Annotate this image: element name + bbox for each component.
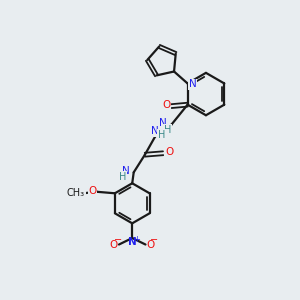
Text: N: N [151,126,159,136]
Text: −: − [114,235,122,244]
Text: H: H [158,130,165,140]
Text: O: O [146,239,154,250]
Text: N: N [128,237,136,247]
Text: H: H [119,172,126,182]
Text: N: N [159,118,167,128]
Text: H: H [164,125,171,135]
Text: N: N [189,79,196,89]
Text: N: N [122,166,130,176]
Text: O: O [162,100,170,110]
Text: O: O [110,239,118,250]
Text: −: − [150,235,158,244]
Text: O: O [165,147,173,157]
Text: O: O [88,186,97,196]
Text: CH₃: CH₃ [67,188,85,198]
Text: +: + [133,235,140,244]
